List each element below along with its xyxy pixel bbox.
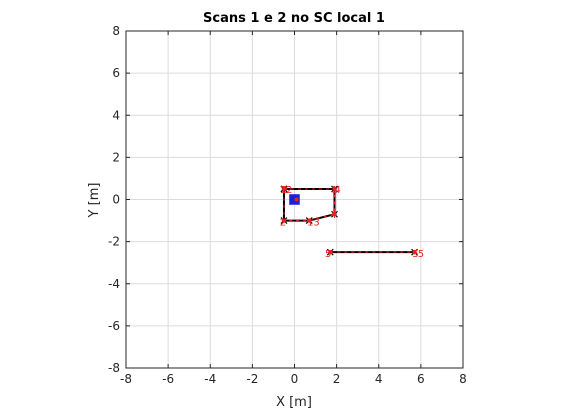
point-label: 5	[325, 249, 331, 260]
robot-heading-dot	[294, 197, 299, 202]
point-label: 5	[412, 249, 418, 260]
x-tick-label: -4	[204, 372, 216, 386]
scan-points-dashed	[283, 188, 336, 222]
x-tick-label: -2	[246, 372, 258, 386]
x-tick-label: 2	[333, 372, 341, 386]
data-series	[280, 185, 418, 256]
data-point	[332, 186, 337, 192]
axis-ticks: -8 -6 -4 -2 0 2 4 6 8 -8 -6 -4 -2 0 2 4 6 8	[108, 24, 467, 386]
x-tick-label: 0	[291, 372, 299, 386]
y-tick-label: -2	[108, 235, 120, 249]
data-point	[412, 249, 417, 255]
y-axis-label: Y [m]	[87, 183, 102, 219]
x-tick-label: 8	[459, 372, 467, 386]
point-label: 2	[282, 185, 288, 196]
y-tick-label: -6	[108, 319, 120, 333]
data-point	[281, 218, 287, 223]
x-axis-label: X [m]	[276, 395, 312, 410]
y-tick-label: 0	[112, 193, 120, 207]
y-tick-label: -8	[108, 361, 120, 375]
y-tick-label: 6	[112, 66, 120, 80]
point-label: 4	[334, 185, 340, 196]
point-label: 3	[313, 218, 319, 229]
data-point	[332, 212, 337, 217]
x-tick-label: -8	[120, 372, 132, 386]
point-label: 1	[280, 185, 286, 196]
data-point	[281, 186, 287, 192]
point-label: 1	[307, 218, 313, 229]
y-tick-label: 8	[112, 24, 120, 38]
point-label: 1	[331, 185, 337, 196]
chart-title: Scans 1 e 2 no SC local 1	[203, 11, 385, 26]
robot-marker	[289, 194, 300, 205]
x-tick-label: 4	[375, 372, 383, 386]
data-point	[307, 218, 312, 223]
y-tick-label: 4	[112, 108, 120, 122]
point-label: 4	[330, 210, 336, 221]
data-point	[328, 249, 333, 255]
x-tick-label: -6	[162, 372, 174, 386]
y-tick-label: 2	[112, 150, 120, 164]
point-label: 2	[280, 218, 286, 229]
point-label: 5	[418, 249, 424, 260]
x-tick-label: 6	[417, 372, 425, 386]
point-label: 2	[286, 185, 292, 196]
y-tick-label: -4	[108, 277, 120, 291]
